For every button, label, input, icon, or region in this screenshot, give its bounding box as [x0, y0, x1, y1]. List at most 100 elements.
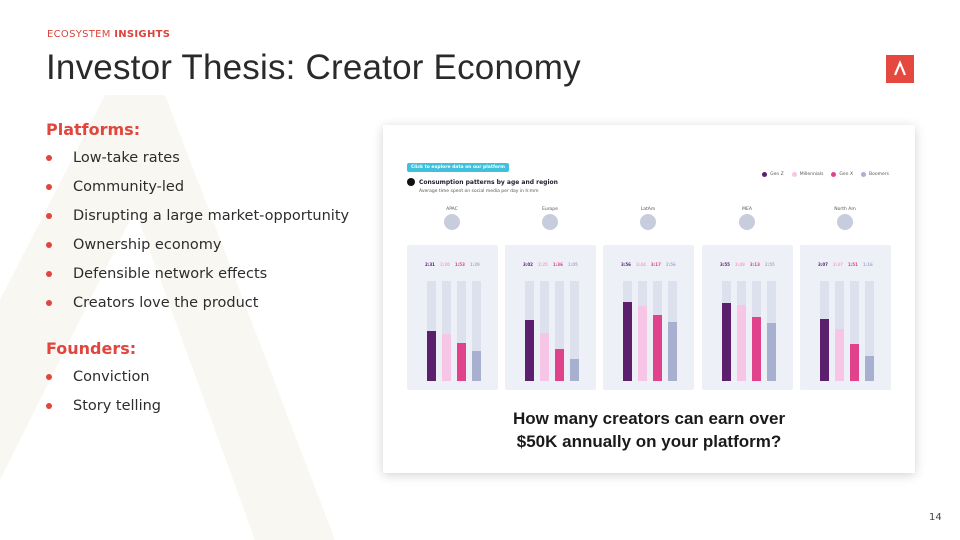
data-label: 3:49 — [734, 262, 745, 267]
list-item: Story telling — [46, 395, 376, 424]
region-bar-panel: 3:55 3:49 3:13 2:55 — [702, 245, 793, 390]
legend-item: Gen X — [831, 172, 853, 177]
legend-item: Boomers — [861, 172, 889, 177]
bar-track — [722, 281, 731, 381]
data-label: 1:05 — [567, 262, 578, 267]
caret-logo-icon — [893, 60, 907, 76]
legend-label: Gen Z — [770, 172, 784, 177]
question-line-2: $50K annually on your platform? — [516, 432, 782, 451]
region-bar-panel: 3:07 2:37 1:51 1:16 — [800, 245, 891, 390]
bar-track — [752, 281, 761, 381]
lamp-icon — [407, 178, 415, 186]
bullet-dot-icon — [46, 242, 52, 248]
slide-title: Investor Thesis: Creator Economy — [46, 48, 581, 87]
region-header: North Am — [800, 207, 890, 230]
legend-swatch — [791, 172, 797, 177]
globe-icon — [739, 214, 755, 230]
bar-track — [427, 281, 436, 381]
founders-list: Conviction Story telling — [46, 366, 376, 424]
eyebrow-prefix: ECOSYSTEM — [47, 29, 111, 40]
legend-swatch — [762, 172, 768, 177]
bar-track — [653, 281, 662, 381]
chart-bar — [767, 323, 776, 381]
bar-track — [457, 281, 466, 381]
chart-bar — [835, 329, 844, 381]
section-eyebrow: ECOSYSTEM INSIGHTS — [47, 29, 170, 40]
data-label: 1:29 — [469, 262, 480, 267]
chart-bar — [638, 306, 647, 381]
chart-title: Consumption patterns by age and region — [419, 178, 558, 186]
bar-track — [525, 281, 534, 381]
bar-track — [638, 281, 647, 381]
list-item: Conviction — [46, 366, 376, 395]
region-header: LatAm — [603, 207, 693, 230]
data-label: 2:56 — [665, 262, 676, 267]
platforms-heading: Platforms: — [46, 120, 141, 139]
chart-legend: Gen Z Millennials Gen X Boomers — [762, 172, 889, 177]
chart-bar — [442, 334, 451, 381]
data-label: 1:36 — [552, 262, 563, 267]
chart-bar — [737, 305, 746, 381]
chart-subtitle: Average time spent on social media per d… — [419, 189, 539, 194]
platforms-list: Low-take rates Community-led Disrupting … — [46, 147, 376, 321]
region-header: Europe — [505, 207, 595, 230]
globe-icon — [542, 214, 558, 230]
region-bar-panel: 2:31 2:20 1:53 1:29 — [407, 245, 498, 390]
bar-track — [668, 281, 677, 381]
region-label: LatAm — [640, 207, 656, 212]
chart-bar — [472, 351, 481, 381]
bar-track — [835, 281, 844, 381]
bar-track — [850, 281, 859, 381]
creator-question: How many creators can earn over $50K ann… — [383, 407, 915, 453]
data-label: 2:55 — [764, 262, 775, 267]
data-label: 1:51 — [847, 262, 858, 267]
bar-track — [472, 281, 481, 381]
legend-label: Boomers — [869, 172, 889, 177]
bullet-text: Low-take rates — [73, 150, 180, 166]
data-label: 3:07 — [818, 262, 828, 267]
region-bar-panel: 3:02 2:25 1:36 1:05 — [505, 245, 596, 390]
chart-bar — [653, 315, 662, 381]
bullet-dot-icon — [46, 213, 52, 219]
bullet-text: Creators love the product — [73, 295, 259, 311]
bar-track — [442, 281, 451, 381]
chart-bar — [623, 302, 632, 381]
chart-bar — [540, 333, 549, 381]
founders-heading: Founders: — [46, 339, 137, 358]
globe-icon — [640, 214, 656, 230]
chart-bar — [752, 317, 761, 381]
data-label: 2:37 — [832, 262, 843, 267]
bullet-dot-icon — [46, 184, 52, 190]
legend-item: Millennials — [791, 172, 823, 177]
page-number: 14 — [929, 512, 942, 523]
explore-data-button[interactable]: Click to explore data on our platform — [407, 163, 509, 172]
thesis-points: Platforms: Low-take rates Community-led … — [46, 120, 376, 424]
region-header: MEA — [702, 207, 792, 230]
data-label: 3:55 — [720, 262, 730, 267]
list-item: Creators love the product — [46, 292, 376, 321]
legend-item: Gen Z — [762, 172, 784, 177]
data-label: 3:13 — [749, 262, 760, 267]
data-label: 3:44 — [635, 262, 646, 267]
bullet-dot-icon — [46, 403, 52, 409]
data-label: 3:17 — [650, 262, 661, 267]
bar-track — [555, 281, 564, 381]
chart-card: Click to explore data on our platform Co… — [383, 125, 915, 473]
region-header: APAC — [407, 207, 497, 230]
bar-track — [570, 281, 579, 381]
brand-logo — [886, 55, 914, 83]
legend-swatch — [831, 172, 837, 177]
data-label: 1:16 — [862, 262, 873, 267]
bullet-dot-icon — [46, 271, 52, 277]
bullet-text: Community-led — [73, 179, 185, 195]
bullet-dot-icon — [46, 300, 52, 306]
chart-bar — [865, 356, 874, 381]
bar-track — [540, 281, 549, 381]
list-item: Low-take rates — [46, 147, 376, 176]
chart-bar — [555, 349, 564, 381]
bullet-dot-icon — [46, 374, 52, 380]
bar-track — [737, 281, 746, 381]
chart-header: Click to explore data on our platform Co… — [407, 153, 558, 194]
chart-bar — [457, 343, 466, 381]
chart-bar — [525, 320, 534, 381]
